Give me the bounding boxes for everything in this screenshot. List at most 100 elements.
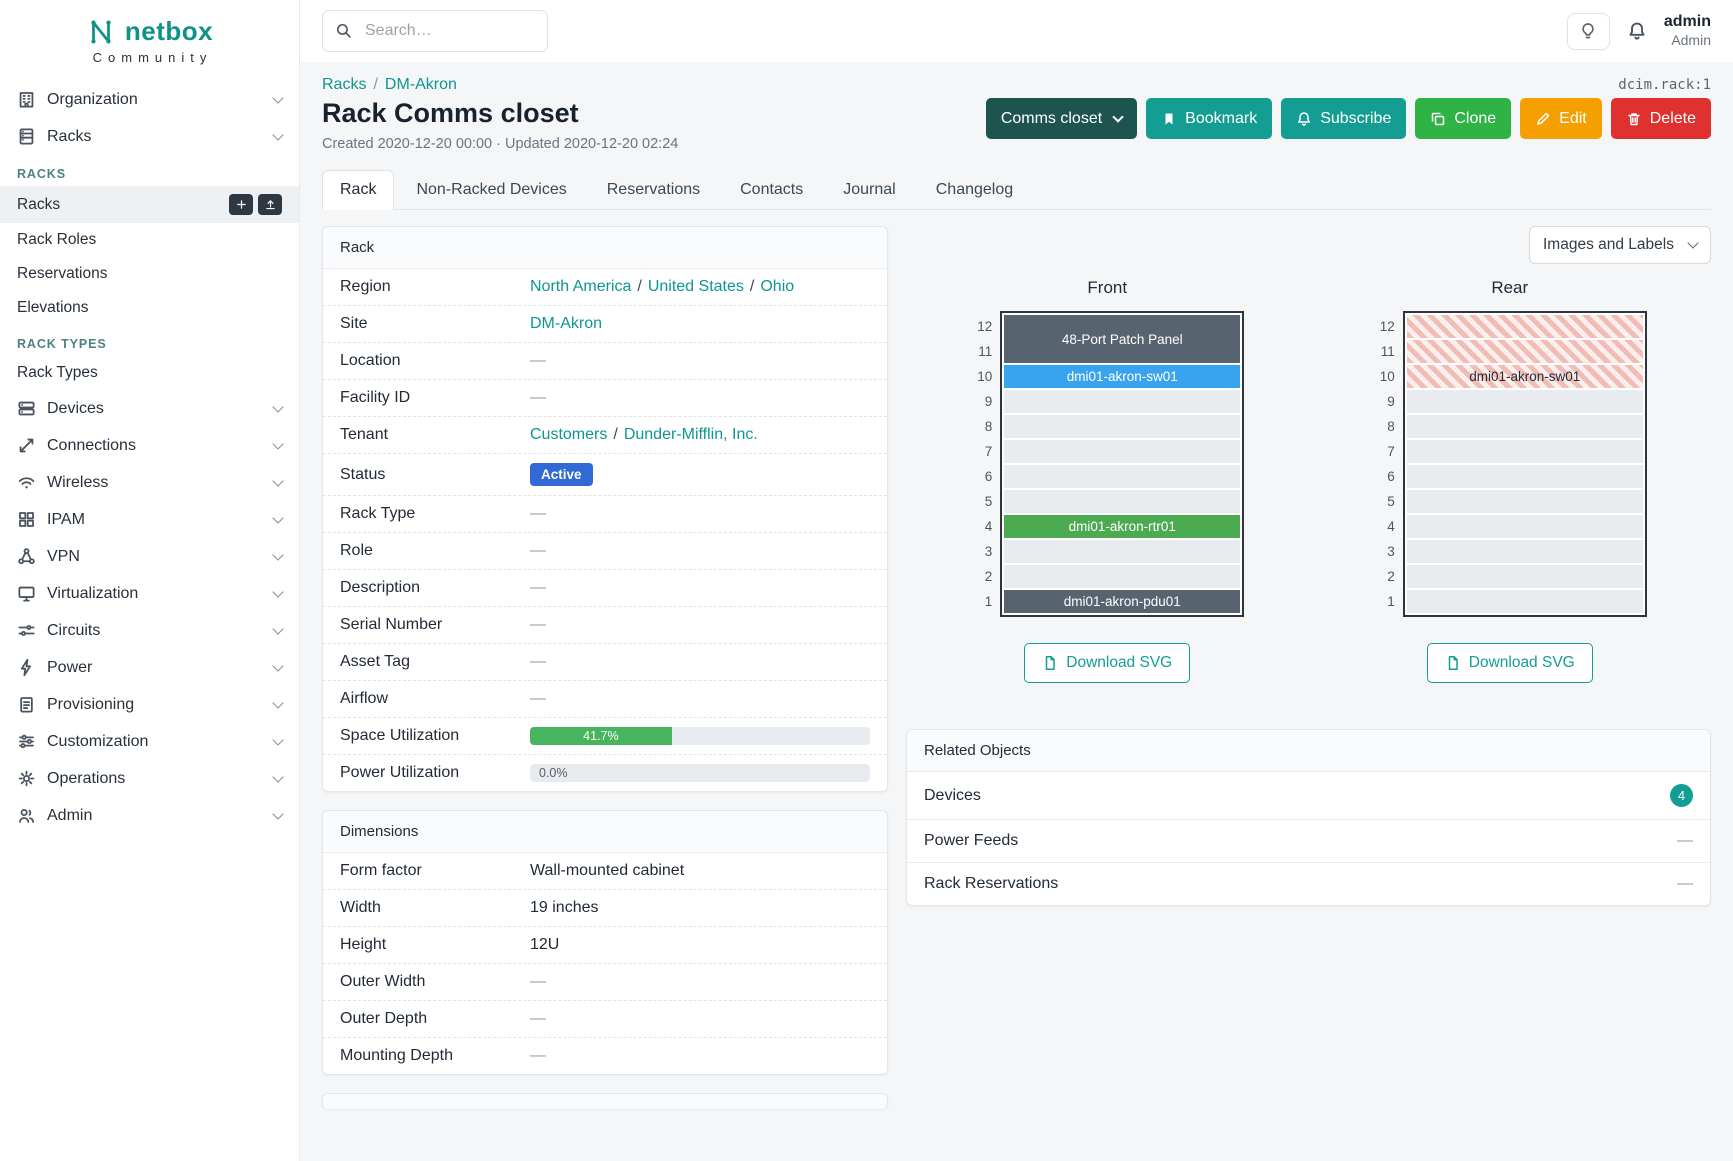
rack-unit-empty[interactable] [1004, 565, 1241, 588]
rack-device[interactable]: dmi01-akron-sw01 [1004, 365, 1241, 388]
sidebar-item-customization[interactable]: Customization [0, 723, 299, 760]
sidebar-item-racks[interactable]: Racks [0, 118, 299, 155]
rack-unit-empty[interactable] [1004, 490, 1241, 513]
utilization-bar: 0.0% [530, 764, 870, 782]
rack-unit-empty[interactable] [1406, 540, 1643, 563]
chevron-down-icon [272, 437, 284, 450]
link-ohio[interactable]: Ohio [760, 278, 795, 295]
brand-subtitle: Community [92, 50, 213, 65]
rack-elevation: 12 11 10 9 8 7 6 5 4 3 2 1 dmi01-akron-sw01 [1373, 311, 1647, 617]
clone-button[interactable]: Clone [1415, 98, 1512, 139]
object-id: dcim.rack:1 [1618, 77, 1711, 93]
rack-unit-empty[interactable] [1406, 590, 1643, 613]
import-button[interactable] [258, 194, 282, 215]
rack-unit-empty[interactable] [1004, 440, 1241, 463]
rack-unit-empty[interactable] [1406, 515, 1643, 538]
tab-journal[interactable]: Journal [843, 181, 896, 198]
images-labels-select[interactable]: Images and Labels [1529, 226, 1711, 264]
rack-unit-empty[interactable] [1004, 390, 1241, 413]
field-row-airflow: Airflow — [323, 681, 887, 718]
rack-view-select[interactable]: Comms closet [985, 98, 1138, 139]
subscribe-button[interactable]: Subscribe [1281, 98, 1407, 139]
rack-unit-occupied-rear [1406, 340, 1643, 363]
sidebar-item-circuits[interactable]: Circuits [0, 612, 299, 649]
sidebar-subitem-racks[interactable]: Racks [0, 186, 299, 223]
search-box[interactable] [322, 10, 548, 52]
images-labels-select-label: Images and Labels [1543, 236, 1674, 253]
sidebar-item-organization[interactable]: Organization [0, 81, 299, 118]
sidebar-item-label: Wireless [47, 473, 109, 491]
rack-unit-empty[interactable] [1406, 440, 1643, 463]
sidebar-item-connections[interactable]: Connections [0, 427, 299, 464]
rack-unit-empty[interactable] [1004, 540, 1241, 563]
download-svg-button[interactable]: Download SVG [1024, 643, 1191, 683]
download-svg-label: Download SVG [1066, 654, 1173, 671]
lightbulb-icon [1582, 23, 1595, 39]
rack-device[interactable]: dmi01-akron-rtr01 [1004, 515, 1241, 538]
plus-button[interactable] [229, 194, 253, 215]
field-label: Width [340, 899, 381, 916]
rack-unit-empty[interactable] [1004, 465, 1241, 488]
sidebar-item-virtualization[interactable]: Virtualization [0, 575, 299, 612]
rack-unit-empty[interactable] [1004, 415, 1241, 438]
rack-unit-empty[interactable] [1406, 565, 1643, 588]
unit-number: 4 [1387, 519, 1395, 534]
link-dunder-mifflin-inc[interactable]: Dunder-Mifflin, Inc. [623, 426, 758, 443]
search-input[interactable] [363, 21, 535, 41]
link-dm-akron[interactable]: DM-Akron [530, 315, 603, 332]
rack-unit-empty[interactable] [1406, 415, 1643, 438]
left-column: Rack Region North America / United States / O… [322, 226, 888, 1109]
rack-unit-empty[interactable] [1406, 490, 1643, 513]
notifications-bell-icon[interactable] [1627, 21, 1647, 41]
sidebar-subitem-rack-types[interactable]: Rack Types [0, 356, 299, 390]
field-label: Mounting Depth [340, 1047, 453, 1064]
bookmark-button[interactable]: Bookmark [1146, 98, 1273, 139]
sidebar-subitem-reservations[interactable]: Reservations [0, 257, 299, 291]
main-area: admin Admin Racks / DM-Akron dcim.rack:1 R… [300, 0, 1733, 1161]
theme-toggle-button[interactable] [1566, 12, 1610, 50]
sidebar-item-vpn[interactable]: VPN [0, 538, 299, 575]
edit-button[interactable]: Edit [1520, 98, 1602, 139]
breadcrumb-link-racks[interactable]: Racks [322, 76, 367, 93]
edit-label: Edit [1559, 109, 1587, 127]
sidebar-item-devices[interactable]: Devices [0, 390, 299, 427]
sidebar-subitem-elevations[interactable]: Elevations [0, 291, 299, 325]
sidebar-subitem-rack-roles[interactable]: Rack Roles [0, 223, 299, 257]
sidebar-item-label: Devices [47, 399, 104, 417]
netbox-logo[interactable]: netbox [0, 16, 299, 47]
rack-device[interactable]: dmi01-akron-pdu01 [1004, 590, 1241, 613]
sidebar-item-power[interactable]: Power [0, 649, 299, 686]
breadcrumb-link-dm-akron[interactable]: DM-Akron [384, 76, 457, 93]
field-row-power-utilization: Power Utilization 0.0% [323, 755, 887, 791]
link-north-america[interactable]: North America [530, 278, 632, 295]
related-row-devices[interactable]: Devices 4 [907, 772, 1710, 820]
chevron-down-icon [272, 400, 284, 413]
unit-numbers: 12 11 10 9 8 7 6 5 4 3 2 1 [970, 311, 1000, 617]
tab-rack[interactable]: Rack [322, 170, 395, 210]
sidebar-item-wireless[interactable]: Wireless [0, 464, 299, 501]
sidebar-item-provisioning[interactable]: Provisioning [0, 686, 299, 723]
rack-device[interactable]: 48-Port Patch Panel [1004, 315, 1241, 363]
utilization-bar: 41.7% [530, 727, 870, 745]
devices-icon [17, 399, 36, 418]
link-united-states[interactable]: United States [647, 278, 744, 295]
delete-button[interactable]: Delete [1610, 98, 1711, 139]
tab-non-racked-devices[interactable]: Non-Racked Devices [416, 181, 567, 198]
field-value: Customers / Dunder-Mifflin, Inc. [530, 426, 870, 444]
link-customers[interactable]: Customers [530, 426, 608, 443]
quick-actions [229, 194, 282, 215]
download-svg-button[interactable]: Download SVG [1426, 643, 1593, 683]
rack-unit-empty[interactable] [1406, 390, 1643, 413]
front-elevation: Front 12 11 10 9 8 7 6 5 4 3 2 1 48-Port Patch Panel d… [906, 278, 1309, 683]
tab-changelog[interactable]: Changelog [935, 181, 1014, 198]
submenu-heading-racks: RACKS [17, 167, 66, 181]
user-menu[interactable]: admin Admin [1664, 12, 1711, 50]
sidebar-item-ipam[interactable]: IPAM [0, 501, 299, 538]
field-label: Height [340, 936, 387, 953]
sidebar-item-operations[interactable]: Operations [0, 760, 299, 797]
tab-contacts[interactable]: Contacts [740, 181, 804, 198]
field-row-height: Height 12U [323, 927, 887, 964]
rack-unit-empty[interactable] [1406, 465, 1643, 488]
sidebar-item-admin[interactable]: Admin [0, 797, 299, 834]
tab-reservations[interactable]: Reservations [606, 181, 701, 198]
